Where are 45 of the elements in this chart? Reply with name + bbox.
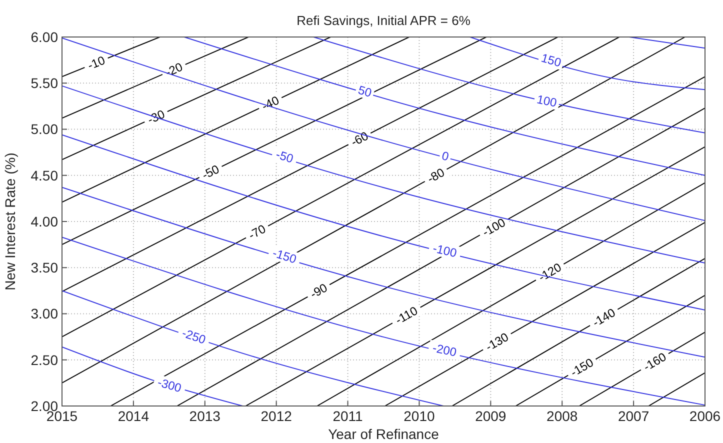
- text: -60: [348, 128, 371, 150]
- text: -110: [392, 304, 420, 328]
- text: -100: [432, 241, 458, 260]
- x-tick-label: 2006: [689, 408, 721, 424]
- text: -80: [424, 165, 448, 186]
- text: -160: [640, 350, 669, 374]
- text: -300: [156, 375, 184, 396]
- chart-title: Refi Savings, Initial APR = 6%: [296, 13, 471, 28]
- text: -140: [590, 305, 618, 330]
- text: -120: [536, 260, 564, 284]
- x-tick-label: 2008: [546, 408, 578, 424]
- text: -250: [180, 326, 208, 347]
- text: -90: [308, 280, 330, 302]
- x-tick-label: 2010: [404, 408, 436, 424]
- text: 100: [536, 92, 558, 110]
- x-tick-label: 2014: [118, 408, 150, 424]
- text: -50: [200, 162, 222, 182]
- text: -20: [163, 60, 186, 80]
- x-tick-label: 2013: [189, 408, 221, 424]
- x-tick-label: 2012: [260, 408, 292, 424]
- y-tick-label: 2.50: [30, 352, 58, 368]
- y-tick-label: 5.50: [30, 75, 58, 92]
- text: 0: [440, 148, 451, 164]
- text: 150: [540, 50, 564, 70]
- x-tick-label: 2011: [332, 408, 364, 424]
- text: -10: [86, 53, 108, 73]
- x-tick-label: 2007: [618, 408, 650, 424]
- x-tick-label: 2009: [475, 408, 506, 424]
- text: 50: [356, 82, 374, 100]
- y-tick-label: 5.00: [30, 121, 58, 138]
- text: -40: [260, 93, 282, 114]
- text: -130: [483, 330, 512, 354]
- text: -50: [274, 147, 296, 166]
- text: -200: [431, 340, 458, 360]
- y-tick-label: 3.00: [30, 306, 58, 322]
- text: -150: [568, 355, 596, 380]
- text: -150: [271, 246, 298, 266]
- y-tick-label: 3.50: [30, 260, 58, 276]
- y-axis-title: New Interest Rate (%): [2, 152, 18, 290]
- text: -100: [480, 215, 508, 240]
- text: -70: [246, 222, 268, 242]
- y-tick-label: 4.50: [30, 167, 58, 184]
- x-axis-title: Year of Refinance: [328, 426, 440, 442]
- y-tick-label: 4.00: [30, 213, 58, 230]
- y-tick-label: 6.00: [30, 28, 58, 45]
